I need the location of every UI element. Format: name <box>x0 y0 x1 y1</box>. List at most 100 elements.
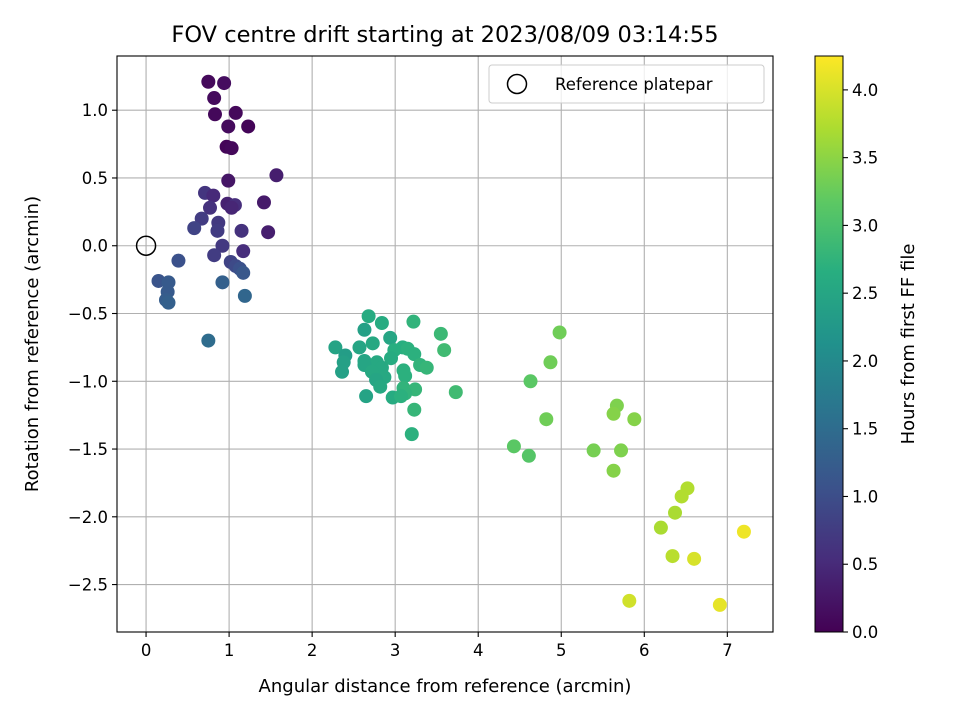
colorbar-tick-label: 1.0 <box>852 487 878 506</box>
data-point <box>352 340 367 355</box>
data-point <box>206 188 221 203</box>
colorbar-tick-label: 1.5 <box>852 420 878 439</box>
y-axis-label: Rotation from reference (arcmin) <box>22 196 43 492</box>
x-tick-label: 3 <box>390 641 401 660</box>
colorbar-gradient <box>814 55 844 633</box>
x-tick-label: 2 <box>307 641 318 660</box>
data-point <box>627 412 642 427</box>
data-point <box>373 379 388 394</box>
data-point <box>171 253 186 268</box>
data-point <box>234 223 249 238</box>
data-point <box>668 505 683 520</box>
data-point <box>419 360 434 375</box>
data-point <box>384 351 399 366</box>
data-point <box>187 221 202 236</box>
data-point <box>224 141 239 156</box>
colorbar-tick-label: 3.0 <box>852 216 878 235</box>
data-point <box>606 406 621 421</box>
colorbar-tick-label: 0.0 <box>852 623 878 642</box>
data-point <box>687 551 702 566</box>
data-point <box>365 336 380 351</box>
data-point <box>207 107 222 122</box>
data-point <box>433 326 448 341</box>
legend-box <box>488 64 765 104</box>
data-point <box>586 443 601 458</box>
data-point <box>539 412 554 427</box>
data-point <box>215 275 230 290</box>
data-points <box>151 74 751 612</box>
colorbar: 0.0 0.5 1.0 1.5 2.0 2.5 3.0 3.5 4.0 Hours from f… <box>814 55 919 642</box>
data-point <box>207 248 222 263</box>
data-point <box>335 364 350 379</box>
plot-area: 0 1 2 3 4 5 6 7 1.0 0.5 0.0 −0.5 −1.0 −1.5 −2.0 −2.5 <box>68 55 774 660</box>
data-point <box>393 389 408 404</box>
data-point <box>404 427 419 442</box>
y-tick-label: −2.0 <box>68 508 108 527</box>
data-point <box>622 593 637 608</box>
data-point <box>543 355 558 370</box>
data-point <box>521 448 536 463</box>
y-tick-label: 0.0 <box>82 237 108 256</box>
data-point <box>665 549 680 564</box>
colorbar-tick-label: 0.5 <box>852 555 878 574</box>
data-point <box>674 489 689 504</box>
data-point <box>506 439 521 454</box>
legend-marker-icon <box>506 73 528 95</box>
data-point <box>712 597 727 612</box>
data-point <box>228 105 243 120</box>
data-point <box>398 368 413 383</box>
data-point <box>374 315 389 330</box>
y-tick-label: −2.5 <box>68 576 108 595</box>
data-point <box>523 374 538 389</box>
data-point <box>261 225 276 240</box>
data-point <box>224 200 239 215</box>
colorbar-tick-label: 2.5 <box>852 284 878 303</box>
data-point <box>437 343 452 358</box>
data-point <box>406 314 421 329</box>
data-point <box>407 402 422 417</box>
x-tick-label: 5 <box>556 641 567 660</box>
data-point <box>215 238 230 253</box>
x-axis-label: Angular distance from reference (arcmin) <box>259 676 632 697</box>
grid <box>117 56 773 632</box>
data-point <box>207 91 222 106</box>
data-point <box>237 288 252 303</box>
data-point <box>653 520 668 535</box>
data-point <box>217 76 232 91</box>
x-tick-label: 7 <box>722 641 733 660</box>
x-tick-label: 0 <box>141 641 152 660</box>
legend-label: Reference platepar <box>555 75 713 94</box>
data-point <box>236 265 251 280</box>
colorbar-ticks: 0.0 0.5 1.0 1.5 2.0 2.5 3.0 3.5 4.0 <box>843 81 878 642</box>
data-point <box>210 223 225 238</box>
data-point <box>201 74 216 89</box>
x-axis-ticks: 0 1 2 3 4 5 6 7 <box>141 632 733 660</box>
data-point <box>552 325 567 340</box>
data-point <box>407 347 422 362</box>
y-tick-label: −0.5 <box>68 305 108 324</box>
data-point <box>269 168 284 183</box>
colorbar-label: Hours from first FF file <box>898 244 919 445</box>
data-point <box>194 211 209 226</box>
x-tick-label: 1 <box>224 641 235 660</box>
data-point <box>256 195 271 210</box>
data-point <box>383 330 398 345</box>
data-point <box>614 443 629 458</box>
x-tick-label: 4 <box>473 641 484 660</box>
data-point <box>361 309 376 324</box>
y-tick-label: −1.5 <box>68 440 108 459</box>
colorbar-tick-label: 3.5 <box>852 149 878 168</box>
y-tick-label: 1.0 <box>82 101 108 120</box>
data-point <box>736 524 751 539</box>
data-point <box>328 340 343 355</box>
colorbar-tick-label: 4.0 <box>852 81 878 100</box>
y-tick-label: 0.5 <box>82 169 108 188</box>
data-point <box>241 119 256 134</box>
data-point <box>161 295 176 310</box>
data-point <box>201 333 216 348</box>
y-tick-label: −1.0 <box>68 372 108 391</box>
x-tick-label: 6 <box>639 641 650 660</box>
chart-title: FOV centre drift starting at 2023/08/09 … <box>171 22 718 48</box>
data-point <box>236 244 251 259</box>
